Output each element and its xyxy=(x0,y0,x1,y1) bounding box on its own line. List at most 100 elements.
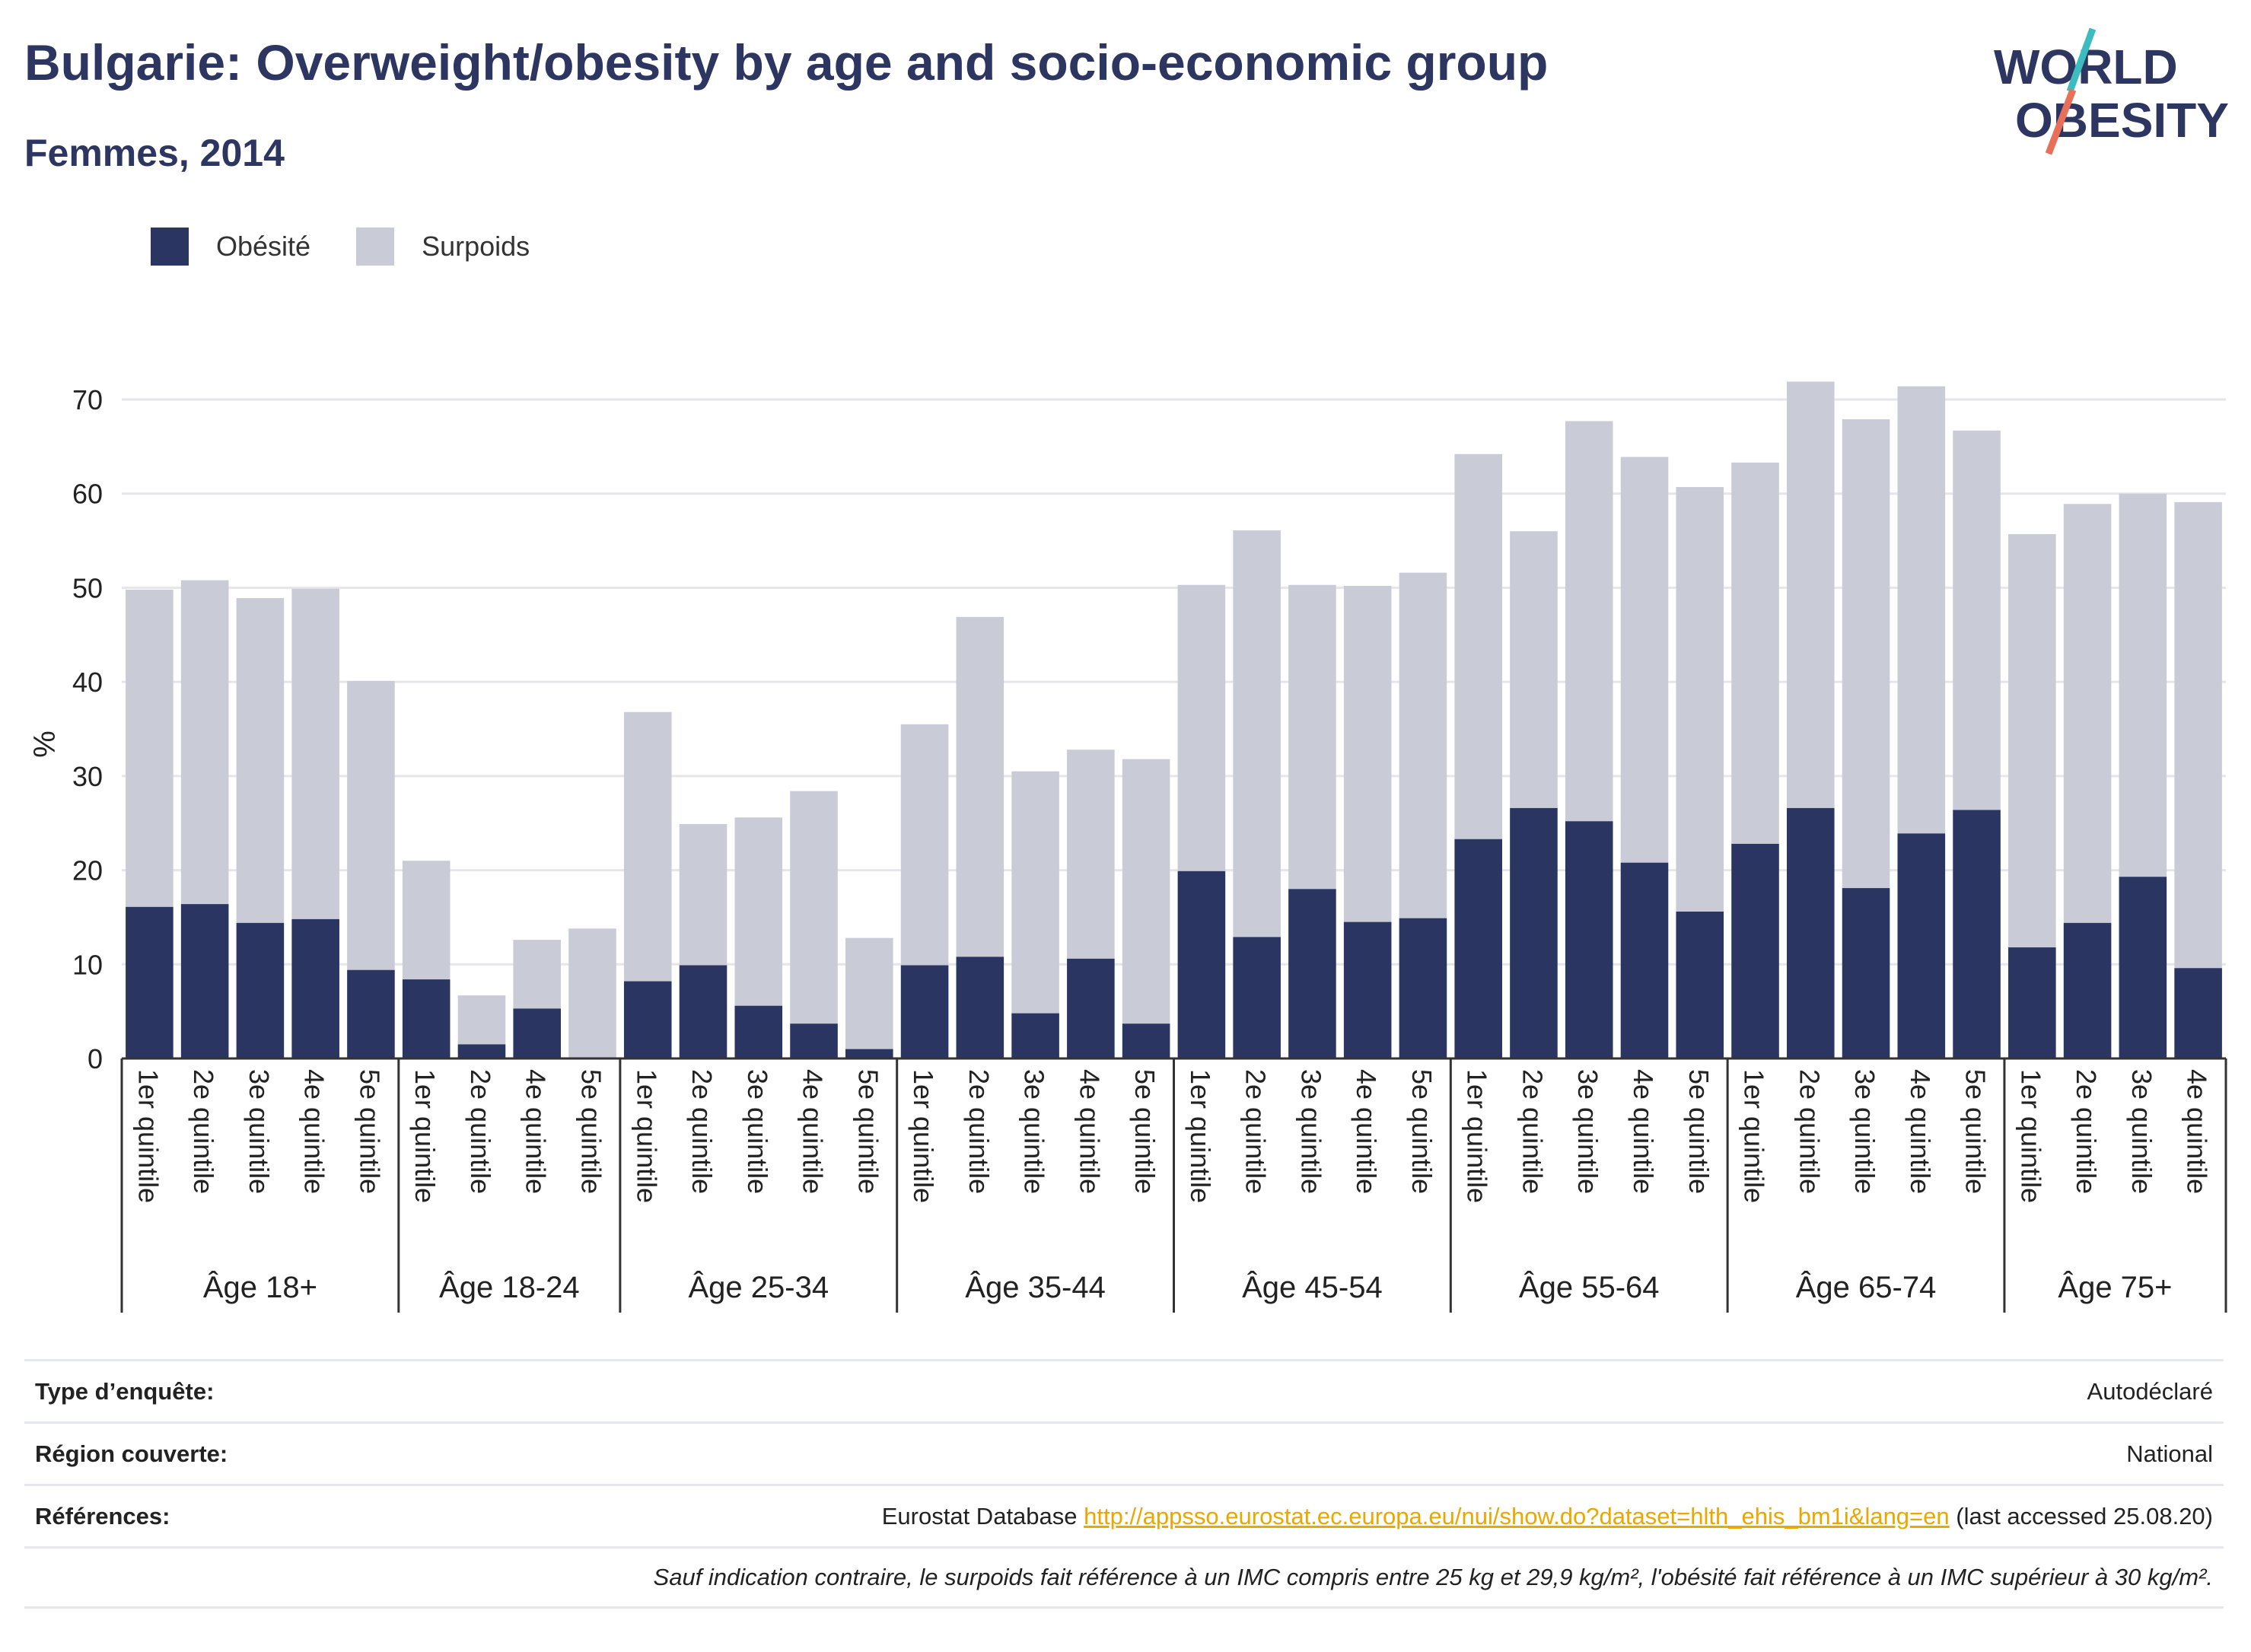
x-tick-label: 4e quintile xyxy=(798,1069,829,1194)
bar-obesity xyxy=(347,969,395,1058)
bar-obesity xyxy=(2008,947,2056,1058)
x-tick-label: 5e quintile xyxy=(575,1069,607,1194)
y-tick-label: 50 xyxy=(72,572,103,603)
bar-obesity xyxy=(1731,843,1779,1058)
x-tick-label: 1er quintile xyxy=(1462,1069,1493,1203)
bar-obesity xyxy=(956,957,1005,1058)
bar-obesity xyxy=(2174,968,2222,1058)
world-obesity-logo: WORLD OBESITY xyxy=(1994,27,2229,155)
bar-overweight xyxy=(900,724,949,966)
y-tick-label: 20 xyxy=(72,855,103,886)
bar-obesity xyxy=(2119,877,2167,1058)
bar-overweight xyxy=(1731,462,1779,844)
x-tick-label: 3e quintile xyxy=(1849,1069,1880,1194)
survey-type-label: Type d’enquête: xyxy=(35,1377,215,1405)
footer-row-references: Références: Eurostat Database http://app… xyxy=(24,1484,2224,1546)
x-tick-label: 2e quintile xyxy=(188,1069,219,1194)
bar-obesity xyxy=(1288,889,1336,1058)
x-tick-label: 2e quintile xyxy=(1240,1069,1272,1194)
x-tick-label: 3e quintile xyxy=(1019,1069,1050,1194)
y-tick-label: 60 xyxy=(72,479,103,510)
bar-obesity xyxy=(126,906,174,1058)
bar-obesity xyxy=(1786,807,1835,1058)
group-label: Âge 18-24 xyxy=(439,1270,580,1304)
references-value: Eurostat Database http://appsso.eurostat… xyxy=(882,1503,2213,1530)
x-tick-label: 5e quintile xyxy=(852,1069,884,1194)
legend-item-overweight[interactable]: Surpoids xyxy=(356,228,530,266)
bar-obesity xyxy=(236,922,285,1058)
x-tick-label: 3e quintile xyxy=(1295,1069,1326,1194)
bar-overweight xyxy=(1399,572,1447,918)
bar-obesity xyxy=(1454,839,1502,1058)
x-tick-label: 2e quintile xyxy=(1794,1069,1825,1194)
bar-obesity xyxy=(402,979,451,1058)
chart-legend: Obésité Surpoids xyxy=(151,225,575,268)
bar-overweight xyxy=(1233,530,1281,937)
bar-overweight xyxy=(1288,584,1336,890)
group-label: Âge 75+ xyxy=(2058,1270,2172,1304)
bar-obesity xyxy=(1676,912,1724,1058)
x-tick-label: 5e quintile xyxy=(1129,1069,1161,1194)
bar-obesity xyxy=(291,918,339,1058)
bar-overweight xyxy=(734,817,783,1006)
x-tick-label: 5e quintile xyxy=(1683,1069,1715,1194)
group-label: Âge 18+ xyxy=(203,1270,317,1304)
x-tick-label: 1er quintile xyxy=(132,1069,164,1203)
x-tick-label: 3e quintile xyxy=(1572,1069,1603,1194)
bar-overweight xyxy=(2119,493,2167,877)
bar-overweight xyxy=(2008,533,2056,948)
x-tick-label: 4e quintile xyxy=(1905,1069,1936,1194)
bar-obesity xyxy=(900,965,949,1058)
bar-overweight xyxy=(126,589,174,907)
bar-overweight xyxy=(180,580,229,905)
bar-obesity xyxy=(790,1023,838,1058)
bar-overweight xyxy=(790,791,838,1024)
group-label: Âge 25-34 xyxy=(688,1270,829,1304)
x-tick-label: 3e quintile xyxy=(742,1069,773,1194)
x-tick-label: 1er quintile xyxy=(2015,1069,2046,1203)
x-tick-label: 4e quintile xyxy=(1351,1069,1382,1194)
legend-swatch-obesity xyxy=(151,228,189,266)
bar-overweight xyxy=(236,598,285,923)
references-prefix: Eurostat Database xyxy=(881,1502,1084,1529)
bar-obesity xyxy=(1122,1023,1170,1058)
bar-overweight xyxy=(1122,759,1170,1024)
x-tick-label: 3e quintile xyxy=(2126,1069,2157,1194)
bar-obesity xyxy=(1067,958,1115,1058)
bar-overweight xyxy=(956,616,1005,957)
bar-obesity xyxy=(1842,888,1890,1058)
bar-obesity xyxy=(1177,871,1226,1058)
x-tick-label: 2e quintile xyxy=(686,1069,718,1194)
y-tick-label: 10 xyxy=(72,949,103,980)
bar-obesity xyxy=(457,1044,506,1058)
bar-overweight xyxy=(513,940,562,1009)
bar-overweight xyxy=(347,680,395,970)
bar-obesity xyxy=(845,1049,893,1058)
bar-obesity xyxy=(1011,1013,1059,1058)
x-tick-label: 1er quintile xyxy=(1739,1069,1770,1203)
bar-obesity xyxy=(1897,833,1946,1058)
legend-swatch-overweight xyxy=(356,228,395,266)
survey-type-value: Autodéclaré xyxy=(2087,1377,2213,1405)
bar-overweight xyxy=(1454,454,1502,839)
bar-overweight xyxy=(623,711,672,982)
footer-note: Sauf indication contraire, le surpoids f… xyxy=(24,1546,2224,1609)
x-tick-label: 2e quintile xyxy=(465,1069,496,1194)
bar-obesity xyxy=(1620,862,1669,1058)
footer-row-survey-type: Type d’enquête: Autodéclaré xyxy=(24,1359,2224,1421)
bar-overweight xyxy=(1510,531,1558,808)
bar-overweight xyxy=(1897,386,1946,834)
legend-item-obesity[interactable]: Obésité xyxy=(151,228,310,266)
region-label: Région couverte: xyxy=(35,1440,228,1467)
group-label: Âge 55-64 xyxy=(1519,1270,1660,1304)
bar-overweight xyxy=(2063,504,2112,923)
x-tick-label: 4e quintile xyxy=(1074,1069,1105,1194)
x-tick-label: 5e quintile xyxy=(1406,1069,1438,1194)
chart-footer: Type d’enquête: Autodéclaré Région couve… xyxy=(24,1359,2224,1609)
x-tick-label: 1er quintile xyxy=(409,1069,441,1203)
bar-overweight xyxy=(1565,421,1613,822)
group-label: Âge 65-74 xyxy=(1796,1270,1937,1304)
group-label: Âge 45-54 xyxy=(1242,1270,1383,1304)
bar-overweight xyxy=(2174,501,2222,969)
references-link[interactable]: http://appsso.eurostat.ec.europa.eu/nui/… xyxy=(1084,1502,1950,1529)
